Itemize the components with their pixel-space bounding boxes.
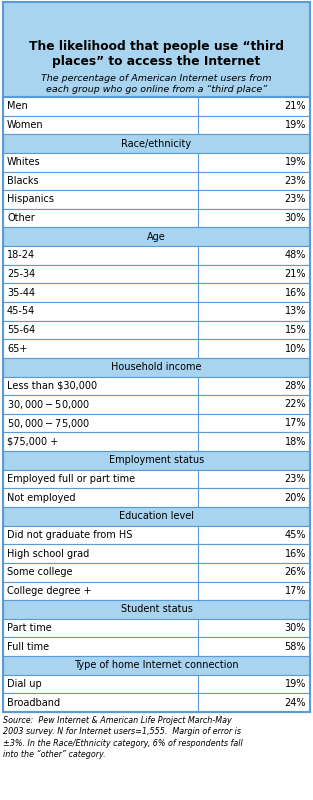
Text: 23%: 23% — [285, 194, 306, 205]
Text: Other: Other — [7, 213, 35, 223]
Text: 16%: 16% — [285, 549, 306, 558]
Bar — [3, 2, 310, 97]
Text: Did not graduate from HS: Did not graduate from HS — [7, 530, 132, 540]
Text: 45-54: 45-54 — [7, 306, 35, 316]
Text: 26%: 26% — [285, 567, 306, 578]
Bar — [3, 302, 310, 321]
Text: 16%: 16% — [285, 288, 306, 298]
Text: 23%: 23% — [285, 176, 306, 186]
Text: 18%: 18% — [285, 437, 306, 446]
Bar — [3, 544, 310, 563]
Bar — [3, 134, 310, 153]
Bar — [3, 190, 310, 209]
Bar — [3, 600, 310, 619]
Bar — [3, 246, 310, 265]
Text: 23%: 23% — [285, 474, 306, 484]
Text: Race/ethnicity: Race/ethnicity — [121, 138, 192, 149]
Text: Student status: Student status — [121, 605, 192, 614]
Bar — [3, 582, 310, 600]
Text: 17%: 17% — [285, 586, 306, 596]
Bar — [3, 638, 310, 656]
Text: $30,000-$50,000: $30,000-$50,000 — [7, 398, 90, 411]
Text: Source:  Pew Internet & American Life Project March-May
2003 survey. N for Inter: Source: Pew Internet & American Life Pro… — [3, 716, 243, 759]
Text: College degree +: College degree + — [7, 586, 91, 596]
Bar — [3, 488, 310, 507]
Text: Age: Age — [147, 232, 166, 242]
Bar — [3, 414, 310, 433]
Text: 22%: 22% — [285, 399, 306, 410]
Text: 55-64: 55-64 — [7, 325, 35, 335]
Text: Men: Men — [7, 102, 28, 111]
Text: $50,000-$75,000: $50,000-$75,000 — [7, 417, 90, 430]
Text: High school grad: High school grad — [7, 549, 89, 558]
Bar — [3, 451, 310, 470]
Bar — [3, 321, 310, 339]
Bar — [3, 470, 310, 488]
Text: The likelihood that people use “third
places” to access the Internet: The likelihood that people use “third pl… — [29, 40, 284, 68]
Bar — [3, 619, 310, 638]
Text: The percentage of American Internet users from
each group who go online from a “: The percentage of American Internet user… — [41, 74, 272, 94]
Bar — [3, 283, 310, 302]
Text: Less than $30,000: Less than $30,000 — [7, 381, 97, 391]
Text: 21%: 21% — [285, 102, 306, 111]
Text: Some college: Some college — [7, 567, 73, 578]
Text: 10%: 10% — [285, 343, 306, 354]
Bar — [3, 433, 310, 451]
Bar — [3, 377, 310, 395]
Text: Women: Women — [7, 120, 44, 130]
Text: 58%: 58% — [285, 642, 306, 652]
Bar — [3, 339, 310, 358]
Text: Blacks: Blacks — [7, 176, 38, 186]
Text: 15%: 15% — [285, 325, 306, 335]
Text: 45%: 45% — [285, 530, 306, 540]
Text: 24%: 24% — [285, 698, 306, 708]
Bar — [3, 507, 310, 526]
Bar — [3, 227, 310, 246]
Text: Whites: Whites — [7, 158, 41, 167]
Text: Hispanics: Hispanics — [7, 194, 54, 205]
Text: 28%: 28% — [285, 381, 306, 391]
Text: Type of home Internet connection: Type of home Internet connection — [74, 661, 239, 670]
Text: 30%: 30% — [285, 623, 306, 633]
Text: Dial up: Dial up — [7, 679, 42, 689]
Text: 20%: 20% — [285, 493, 306, 502]
Text: 19%: 19% — [285, 679, 306, 689]
Text: Part time: Part time — [7, 623, 52, 633]
Bar — [3, 358, 310, 377]
Bar — [3, 116, 310, 134]
Text: 19%: 19% — [285, 158, 306, 167]
Bar — [3, 97, 310, 712]
Bar — [3, 674, 310, 694]
Bar — [3, 265, 310, 283]
Text: 25-34: 25-34 — [7, 269, 35, 279]
Text: 17%: 17% — [285, 418, 306, 428]
Bar — [3, 209, 310, 227]
Text: Broadband: Broadband — [7, 698, 60, 708]
Text: 35-44: 35-44 — [7, 288, 35, 298]
Bar — [3, 694, 310, 712]
Text: 30%: 30% — [285, 213, 306, 223]
Bar — [3, 563, 310, 582]
Text: Full time: Full time — [7, 642, 49, 652]
Bar — [3, 97, 310, 116]
Text: 19%: 19% — [285, 120, 306, 130]
Bar — [3, 171, 310, 190]
Text: Education level: Education level — [119, 511, 194, 522]
Text: Employed full or part time: Employed full or part time — [7, 474, 135, 484]
Bar — [3, 153, 310, 171]
Text: 21%: 21% — [285, 269, 306, 279]
Bar — [3, 526, 310, 544]
Bar — [3, 656, 310, 674]
Text: 18-24: 18-24 — [7, 250, 35, 261]
Text: Employment status: Employment status — [109, 455, 204, 466]
Bar — [3, 395, 310, 414]
Text: 13%: 13% — [285, 306, 306, 316]
Text: Household income: Household income — [111, 362, 202, 372]
Text: Not employed: Not employed — [7, 493, 75, 502]
Text: 65+: 65+ — [7, 343, 27, 354]
Text: 48%: 48% — [285, 250, 306, 261]
Text: $75,000 +: $75,000 + — [7, 437, 58, 446]
